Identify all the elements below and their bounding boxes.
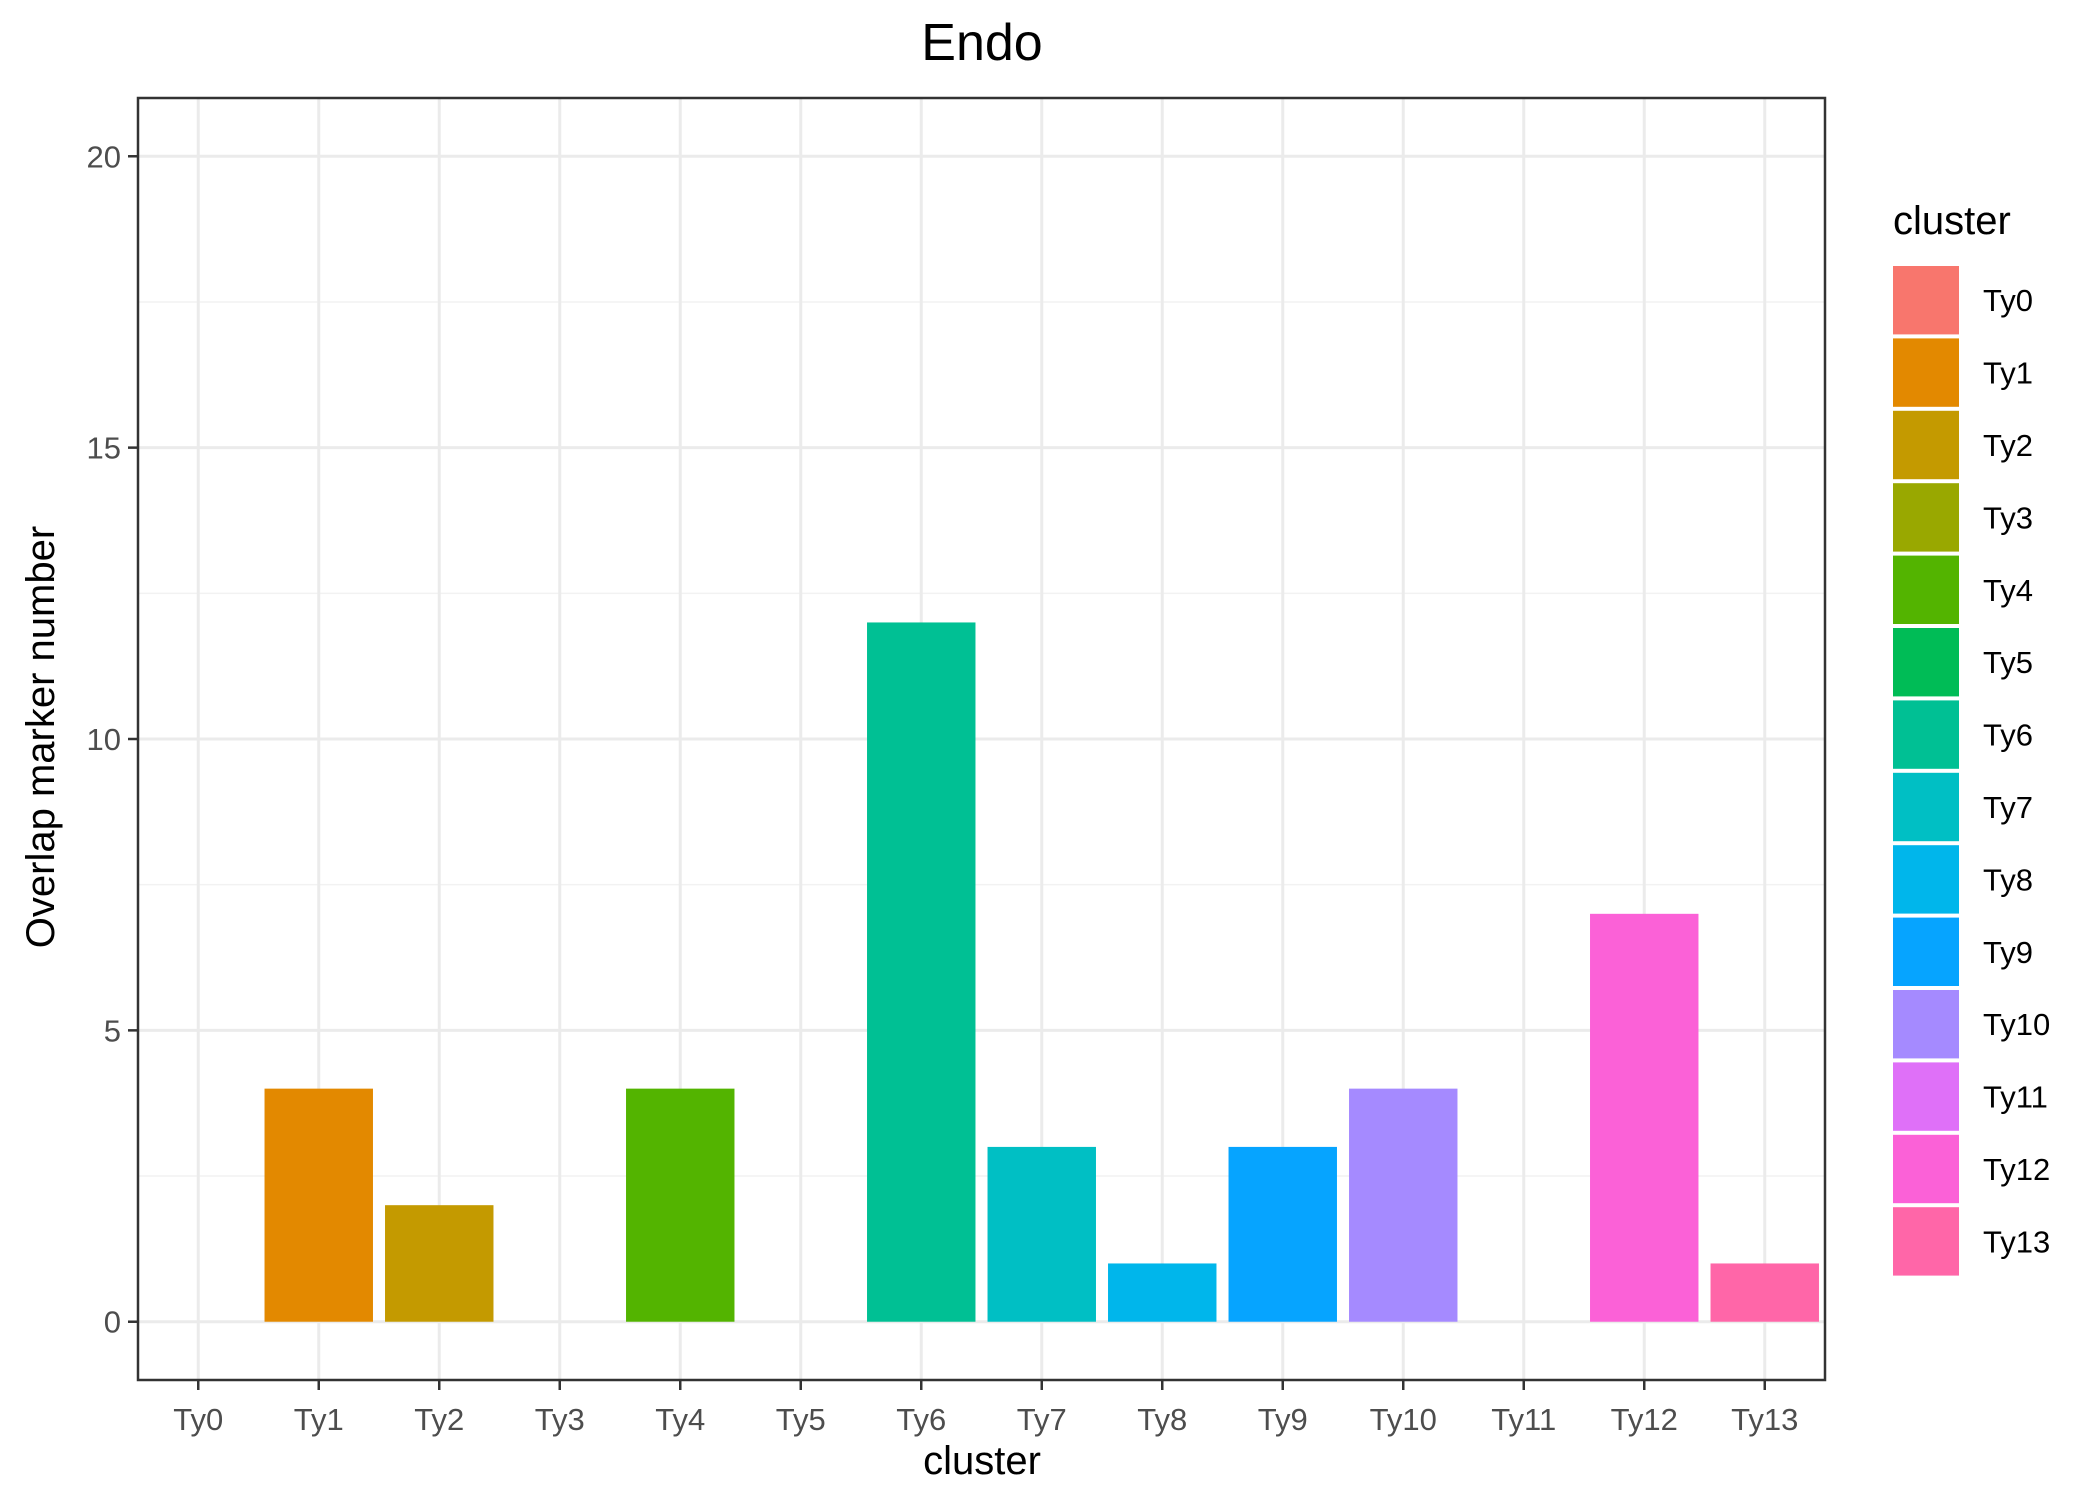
bar-ty6 <box>867 622 976 1322</box>
legend-label-ty13: Ty13 <box>1983 1224 2050 1259</box>
legend-label-ty10: Ty10 <box>1983 1007 2050 1042</box>
x-axis: Ty0 Ty1 Ty2 Ty3 Ty4 Ty5 Ty6 Ty7 Ty8 Ty9 Ty10 Ty11 Ty… <box>173 1380 1798 1437</box>
x-axis-title: cluster <box>923 1439 1041 1483</box>
x-tick-label: Ty10 <box>1370 1402 1437 1437</box>
legend-key-ty12 <box>1893 1134 1959 1204</box>
x-tick-label: Ty5 <box>776 1402 826 1437</box>
bar-ty12 <box>1590 913 1699 1322</box>
legend-key-ty8 <box>1893 845 1959 914</box>
legend-key-ty9 <box>1893 917 1959 986</box>
x-tick-label: Ty3 <box>535 1402 585 1437</box>
minor-gridlines <box>138 301 1825 1177</box>
bar-ty8 <box>1108 1263 1217 1322</box>
bar-ty10 <box>1349 1088 1458 1322</box>
legend-label-ty2: Ty2 <box>1983 428 2033 463</box>
x-tick-label: Ty7 <box>1017 1402 1067 1437</box>
bar-ty7 <box>987 1146 1096 1322</box>
legend-key-ty7 <box>1893 772 1959 842</box>
x-tick-label: Ty2 <box>414 1402 464 1437</box>
y-tick-label: 20 <box>87 139 121 174</box>
legend-key-ty6 <box>1893 700 1959 769</box>
y-axis: 0 5 10 15 20 <box>87 139 138 1340</box>
legend-key-ty4 <box>1893 555 1959 624</box>
legend-key-ty2 <box>1893 410 1959 480</box>
legend-label-ty9: Ty9 <box>1983 935 2033 970</box>
x-tick-label: Ty1 <box>294 1402 344 1437</box>
x-tick-label: Ty6 <box>896 1402 946 1437</box>
y-tick-label: 0 <box>104 1305 121 1340</box>
legend-label-ty8: Ty8 <box>1983 862 2033 897</box>
legend-key-ty0 <box>1893 266 1959 335</box>
legend-key-ty1 <box>1893 338 1959 407</box>
legend-label-ty7: Ty7 <box>1983 790 2033 825</box>
bar-ty1 <box>264 1088 373 1322</box>
legend-label-ty11: Ty11 <box>1983 1080 2048 1115</box>
x-tick-label: Ty13 <box>1731 1402 1798 1437</box>
y-axis-title: Overlap marker number <box>19 526 63 948</box>
legend-label-ty0: Ty0 <box>1983 283 2033 318</box>
bar-ty2 <box>385 1205 494 1322</box>
y-tick-label: 15 <box>87 431 121 466</box>
bar-ty13 <box>1710 1263 1819 1322</box>
bar-ty9 <box>1228 1146 1337 1322</box>
legend-key-ty11 <box>1893 1062 1959 1131</box>
legend-key-ty10 <box>1893 990 1959 1059</box>
legend-key-ty13 <box>1893 1207 1959 1276</box>
x-tick-label: Ty9 <box>1258 1402 1308 1437</box>
legend-label-ty4: Ty4 <box>1983 573 2033 608</box>
legend-title: cluster <box>1893 199 2011 243</box>
legend-label-ty12: Ty12 <box>1983 1152 2050 1187</box>
x-tick-label: Ty0 <box>173 1402 223 1437</box>
x-tick-label: Ty11 <box>1491 1402 1556 1437</box>
y-tick-label: 5 <box>104 1013 121 1048</box>
legend-label-ty6: Ty6 <box>1983 718 2033 753</box>
legend-label-ty1: Ty1 <box>1983 356 2033 391</box>
legend-key-ty5 <box>1893 628 1959 697</box>
x-tick-label: Ty4 <box>655 1402 705 1437</box>
legend-key-ty3 <box>1893 483 1959 552</box>
x-tick-label: Ty8 <box>1137 1402 1187 1437</box>
y-tick-label: 10 <box>87 722 121 757</box>
bars <box>264 622 1819 1322</box>
legend-label-ty5: Ty5 <box>1983 645 2033 680</box>
bar-ty4 <box>626 1088 735 1322</box>
x-tick-label: Ty12 <box>1611 1402 1678 1437</box>
legend: Ty0 Ty1 Ty2 Ty3 Ty4 Ty5 Ty6 Ty7 Ty8 Ty9 Ty10 Ty11 Ty… <box>1893 266 2050 1276</box>
chart-title: Endo <box>921 14 1042 72</box>
legend-label-ty3: Ty3 <box>1983 500 2033 535</box>
